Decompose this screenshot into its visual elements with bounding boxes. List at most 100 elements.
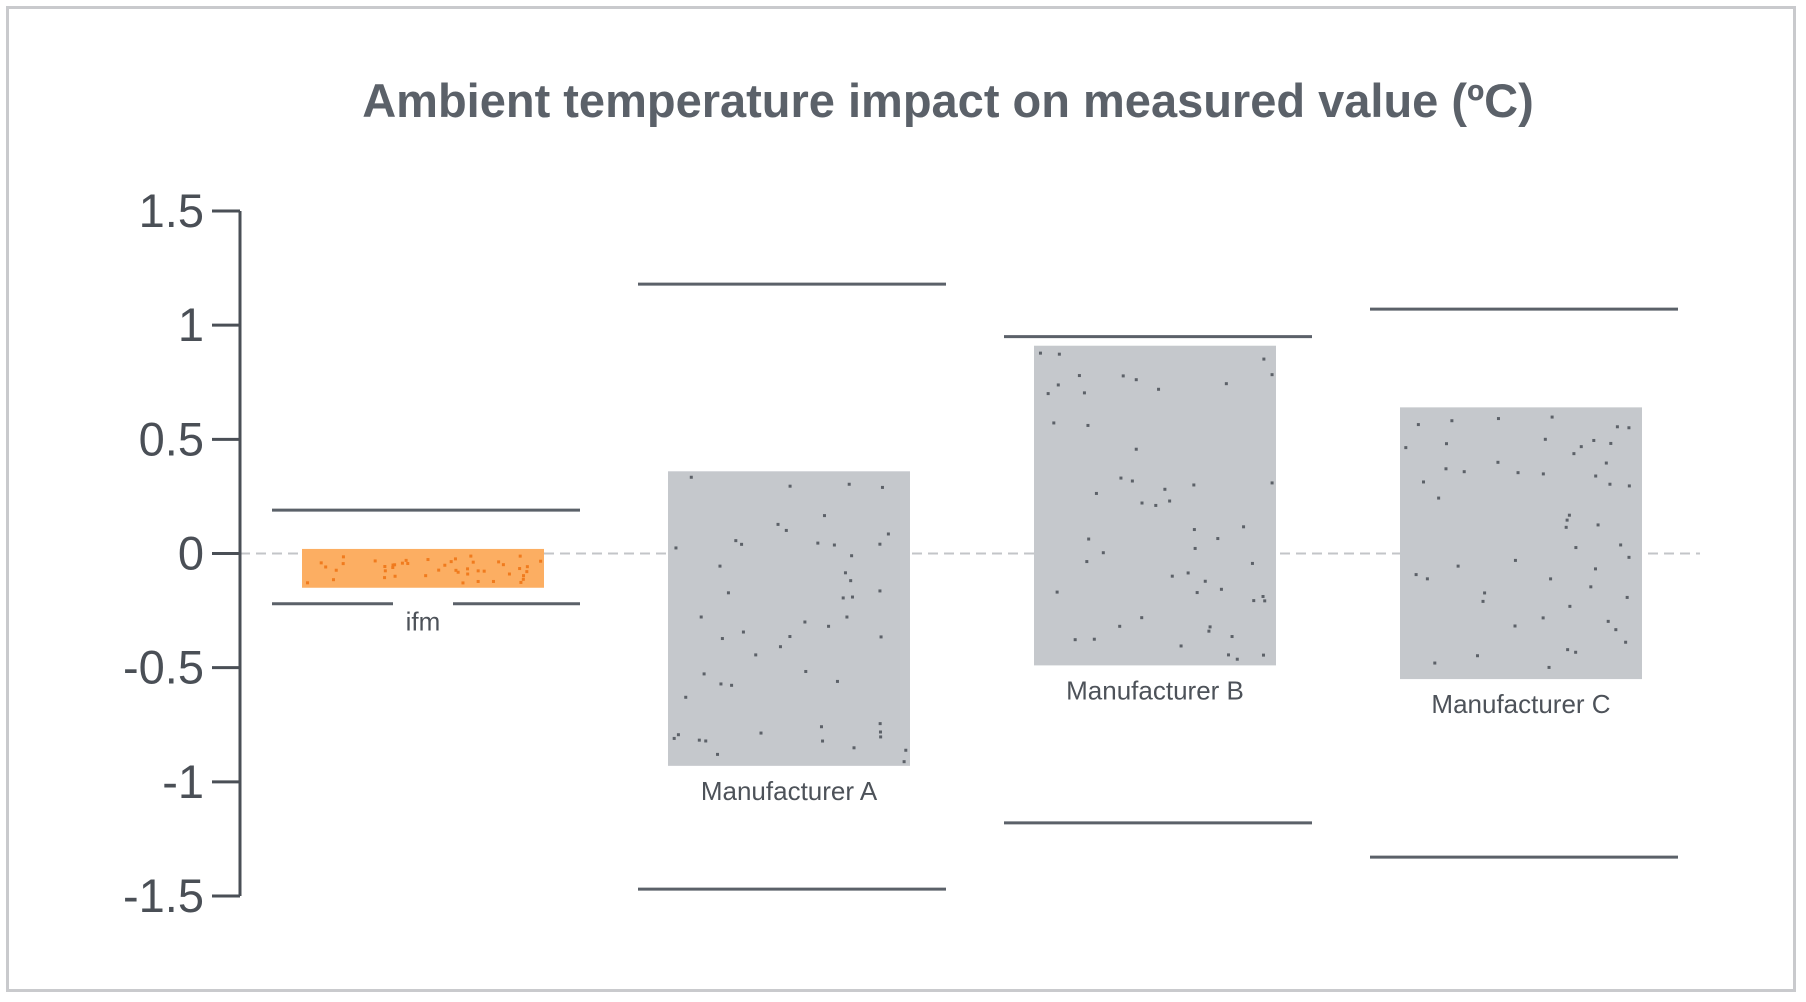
scatter-dot [332, 578, 335, 581]
scatter-dot [1085, 560, 1088, 563]
scatter-dot [383, 576, 386, 579]
scatter-dot [1614, 628, 1617, 631]
scatter-dot [1597, 523, 1600, 526]
scatter-dot [704, 739, 707, 742]
scatter-dot [1192, 483, 1195, 486]
scatter-dot [727, 591, 730, 594]
scatter-dot [1594, 475, 1597, 478]
scatter-dot [887, 532, 890, 535]
scatter-dot [1592, 439, 1595, 442]
scatter-dot [730, 684, 733, 687]
scatter-dot [777, 523, 780, 526]
scatter-dot [466, 567, 469, 570]
scatter-dot [394, 575, 397, 578]
scatter-dot [1216, 537, 1219, 540]
scatter-dot [1056, 591, 1059, 594]
scatter-dot [469, 555, 472, 558]
scatter-dot [788, 635, 791, 638]
scatter-dot [383, 565, 386, 568]
scatter-dot [1225, 382, 1228, 385]
scatter-dot [342, 555, 345, 558]
scatter-dot [461, 581, 464, 584]
chart-title: Ambient temperature impact on measured v… [362, 74, 1534, 127]
scatter-dot [426, 558, 429, 561]
category-label-manufacturer-c: Manufacturer C [1431, 689, 1610, 719]
bar-ifm [302, 549, 544, 588]
scatter-dot [437, 569, 440, 572]
scatter-dot [1627, 426, 1630, 429]
scatter-dot [1445, 442, 1448, 445]
scatter-dot [1058, 353, 1061, 356]
scatter-dot [1118, 625, 1121, 628]
scatter-dot [454, 569, 457, 572]
scatter-dot [1628, 484, 1631, 487]
scatter-dot [849, 579, 852, 582]
scatter-dot [1624, 641, 1627, 644]
scatter-dot [406, 562, 409, 565]
scatter-dot [754, 653, 757, 656]
scatter-dot [1086, 424, 1089, 427]
scatter-dot [1262, 358, 1265, 361]
scatter-dot [1271, 373, 1274, 376]
scatter-dot [1417, 423, 1420, 426]
scatter-dot [1616, 425, 1619, 428]
scatter-dot [443, 564, 446, 567]
bar-manufacturer-a [668, 471, 910, 766]
scatter-dot [879, 722, 882, 725]
scatter-dot [1426, 577, 1429, 580]
scatter-dot [734, 539, 737, 542]
scatter-dot [508, 573, 511, 576]
scatter-dot [1565, 526, 1568, 529]
scatter-dot [851, 596, 854, 599]
scatter-dot [1168, 500, 1171, 503]
scatter-dot [522, 574, 525, 577]
scatter-dot [492, 580, 495, 583]
scatter-dot [335, 569, 338, 572]
y-tick-label: 1 [178, 298, 204, 351]
scatter-dot [719, 682, 722, 685]
scatter-dot [1433, 662, 1436, 665]
y-tick-label: -1 [162, 755, 204, 808]
scatter-dot [1568, 605, 1571, 608]
scatter-dot [833, 544, 836, 547]
y-tick-label: -1.5 [123, 869, 204, 922]
scatter-dot [1609, 442, 1612, 445]
scatter-dot [1496, 461, 1499, 464]
scatter-dot [522, 578, 525, 581]
scatter-dot [1549, 577, 1552, 580]
scatter-dot [1497, 417, 1500, 420]
scatter-dot [320, 561, 323, 564]
scatter-dot [1262, 654, 1265, 657]
scatter-dot [779, 645, 782, 648]
scatter-dot [1131, 480, 1134, 483]
scatter-dot [1135, 448, 1138, 451]
scatter-dot [1444, 467, 1447, 470]
scatter-dot [848, 483, 851, 486]
y-tick-label: 0.5 [139, 412, 204, 465]
scatter-dot [700, 615, 703, 618]
scatter-dot [1574, 546, 1577, 549]
scatter-dot [1083, 391, 1086, 394]
scatter-dot [1220, 588, 1223, 591]
scatter-dot [1589, 585, 1592, 588]
scatter-dot [472, 561, 475, 564]
scatter-dot [1457, 565, 1460, 568]
scatter-dot [881, 486, 884, 489]
scatter-dot [1154, 504, 1157, 507]
scatter-dot [1619, 543, 1622, 546]
scatter-dot [844, 571, 847, 574]
scatter-dot [384, 569, 387, 572]
scatter-dot [1566, 648, 1569, 651]
scatter-dot [1568, 514, 1571, 517]
scatter-dot [684, 696, 687, 699]
scatter-dot [1204, 580, 1207, 583]
y-tick-label: -0.5 [123, 641, 204, 694]
scatter-dot [1227, 653, 1230, 656]
scatter-dot [1057, 383, 1060, 386]
scatter-dot [1437, 497, 1440, 500]
chart: Ambient temperature impact on measured v… [0, 0, 1806, 1002]
scatter-dot [1102, 551, 1105, 554]
scatter-dot [1594, 567, 1597, 570]
scatter-dot [789, 485, 792, 488]
scatter-dot [1548, 666, 1551, 669]
